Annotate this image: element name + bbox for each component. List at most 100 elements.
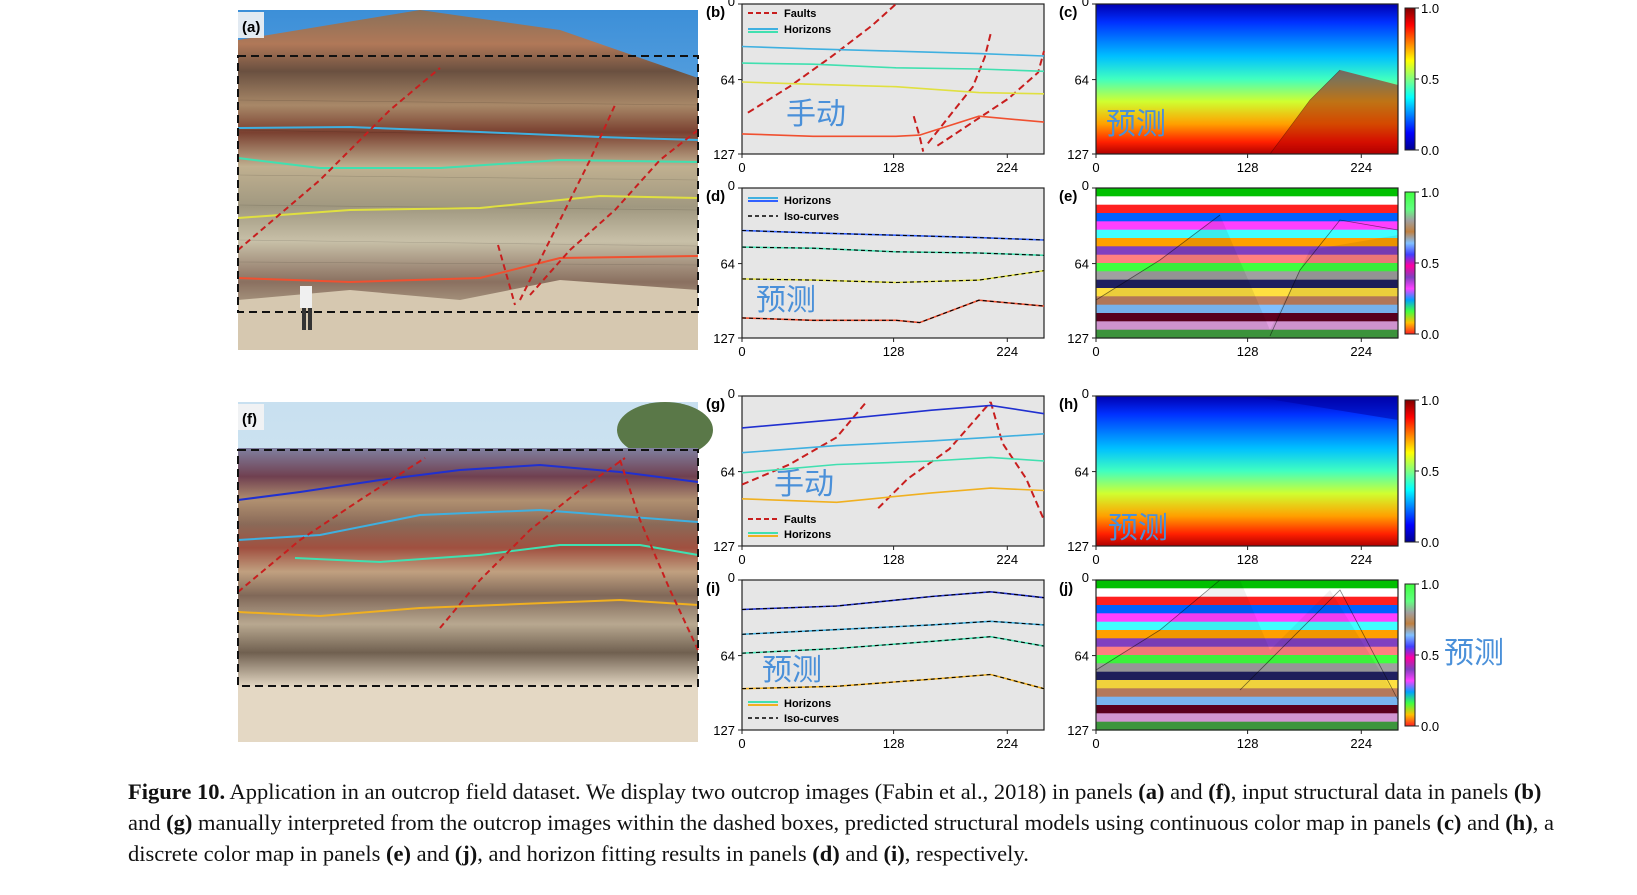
y-tick-label: 127 <box>713 147 735 162</box>
colorbar-tick-label: 0.5 <box>1421 464 1439 479</box>
panel-d-label: (d) <box>706 188 725 205</box>
color-band <box>1096 605 1398 614</box>
panel-i-legend-iso-curves: Iso-curves <box>784 713 839 725</box>
y-tick-label: 0 <box>728 0 735 9</box>
panel-h-plot: 预测 <box>1095 395 1416 547</box>
caption-part: (g) <box>166 810 193 835</box>
color-band <box>1096 713 1398 723</box>
x-tick-label: 224 <box>996 160 1018 175</box>
caption-part: and <box>839 841 884 866</box>
caption-part: (f) <box>1208 779 1231 804</box>
y-tick-label: 0 <box>1082 570 1089 585</box>
color-band <box>1096 329 1398 339</box>
panel-c-label: (c) <box>1059 4 1077 21</box>
horizon-line <box>741 62 1045 73</box>
color-band <box>1096 680 1398 689</box>
caption-part: , a discrete color map in panels <box>128 810 1554 866</box>
panel-g-annotation: 手动 <box>774 467 834 502</box>
panel-i-label: (i) <box>706 580 720 597</box>
color-band <box>1096 263 1398 272</box>
horizon-line <box>741 45 1045 57</box>
colorbar-tick-label: 0.0 <box>1421 719 1439 734</box>
x-tick-label: 128 <box>883 344 905 359</box>
y-tick-label: 64 <box>721 649 735 664</box>
iso-curve-line <box>741 591 1045 611</box>
caption-part: (d) <box>812 841 840 866</box>
panel-g-label: (g) <box>706 396 725 413</box>
panel-d-series <box>741 229 1045 324</box>
panel-c-plot: 预测 <box>1095 3 1416 155</box>
panel-j-side-annotation: 预测 <box>1444 636 1504 671</box>
fault-line <box>936 50 1045 147</box>
caption-part: Application in an outcrop field dataset.… <box>225 779 1139 804</box>
x-tick-label: 128 <box>1237 344 1259 359</box>
x-tick-label: 128 <box>883 736 905 751</box>
color-band <box>1096 296 1398 306</box>
color-band <box>1096 596 1398 606</box>
x-tick-label: 224 <box>996 736 1018 751</box>
x-tick-label: 224 <box>996 552 1018 567</box>
panel-e-plot <box>1095 187 1416 339</box>
color-band <box>1096 288 1398 297</box>
fault-line <box>747 3 897 114</box>
panel-d-legend: Horizons Iso-curves <box>748 195 839 223</box>
colorbar-tick-label: 0.0 <box>1421 143 1439 158</box>
x-tick-label: 224 <box>1350 160 1372 175</box>
panel-g-series <box>741 401 1045 521</box>
y-tick-label: 64 <box>721 257 735 272</box>
color-band <box>1096 580 1398 589</box>
colorbar-tick-label: 0.5 <box>1421 72 1439 87</box>
panel-a-label: (a) <box>242 19 260 36</box>
caption-part: (e) <box>386 841 412 866</box>
horizon-line <box>741 487 1045 504</box>
y-tick-label: 0 <box>1082 386 1089 401</box>
x-tick-label: 0 <box>1092 736 1099 751</box>
caption-part: (a) <box>1138 779 1165 804</box>
color-band <box>1096 638 1398 648</box>
panel-f-outcrop-photo <box>237 402 713 742</box>
panel-c-colorbar <box>1404 7 1416 151</box>
fault-line <box>741 401 868 486</box>
color-band <box>1096 196 1398 206</box>
y-tick-label: 64 <box>721 465 735 480</box>
color-band <box>1096 313 1398 322</box>
panel-b-label: (b) <box>706 4 725 21</box>
y-tick-label: 0 <box>1082 178 1089 193</box>
caption-part: , input structural data in panels <box>1230 779 1514 804</box>
y-tick-label: 0 <box>1082 0 1089 9</box>
colorbar-tick-label: 1.0 <box>1421 393 1439 408</box>
color-band <box>1096 229 1398 239</box>
panel-b-series <box>741 3 1045 152</box>
panel-i-plot: Horizons Iso-curves 预测 <box>741 579 1045 731</box>
color-band <box>1096 321 1398 331</box>
fault-line <box>927 33 992 145</box>
iso-curve-line <box>741 229 1045 241</box>
color-band <box>1096 705 1398 714</box>
caption-part: (c) <box>1436 810 1462 835</box>
y-tick-label: 127 <box>1067 331 1089 346</box>
caption-part: (h) <box>1505 810 1533 835</box>
panel-b-plot: Faults Horizons 手动 <box>741 3 1045 155</box>
panel-i-series <box>741 590 1045 690</box>
panel-g-legend-horizons: Horizons <box>784 529 831 541</box>
caption-part: and <box>1164 779 1209 804</box>
horizon-line <box>741 433 1045 454</box>
colorbar-tick-label: 1.0 <box>1421 1 1439 16</box>
panel-d-legend-iso-curves: Iso-curves <box>784 211 839 223</box>
panel-i-legend-horizons: Horizons <box>784 698 831 710</box>
panel-j-plot <box>1095 579 1416 731</box>
y-tick-label: 127 <box>713 331 735 346</box>
colorbar-tick-label: 1.0 <box>1421 185 1439 200</box>
color-band <box>1096 204 1398 214</box>
caption-part: , respectively. <box>904 841 1029 866</box>
panel-b-legend: Faults Horizons <box>748 8 831 36</box>
iso-curve-line <box>741 299 1045 324</box>
color-band <box>1096 630 1398 639</box>
caption-part: (j) <box>454 841 478 866</box>
color-band <box>1096 621 1398 631</box>
x-tick-label: 128 <box>1237 552 1259 567</box>
color-band <box>1096 671 1398 681</box>
panel-d-annotation: 预测 <box>756 283 816 318</box>
x-tick-label: 0 <box>738 160 745 175</box>
color-band <box>1096 238 1398 247</box>
